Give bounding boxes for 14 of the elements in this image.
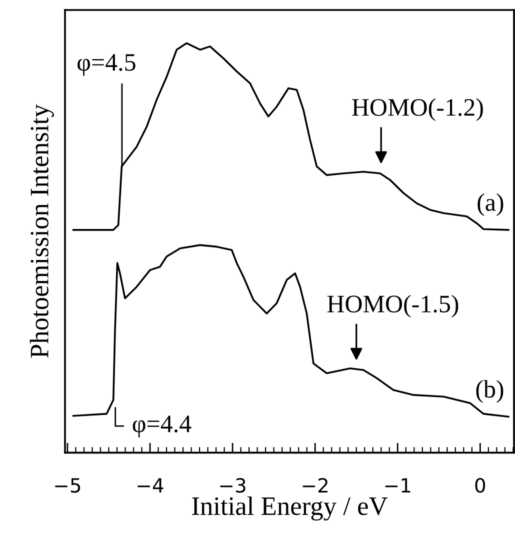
x-tick-label: −5	[55, 478, 80, 493]
series-label: (a)	[478, 193, 504, 216]
annotation: HOMO(-1.5)	[327, 294, 458, 318]
x-tick-label: 0	[475, 478, 486, 493]
series-label: (b)	[476, 380, 504, 403]
x-axis-title: Initial Energy / eV	[192, 496, 388, 521]
x-tick-label: −2	[302, 478, 328, 492]
x-tick-label: −1	[385, 478, 410, 492]
annotation: HOMO(-1.2)	[352, 98, 483, 121]
x-tick-label: −3	[220, 478, 246, 493]
x-tick-label: −4	[138, 478, 164, 492]
annotation: φ=4.4	[132, 416, 192, 438]
y-axis-title: Photoemission Intensity	[30, 104, 54, 358]
annotation: φ=4.5	[78, 54, 136, 76]
